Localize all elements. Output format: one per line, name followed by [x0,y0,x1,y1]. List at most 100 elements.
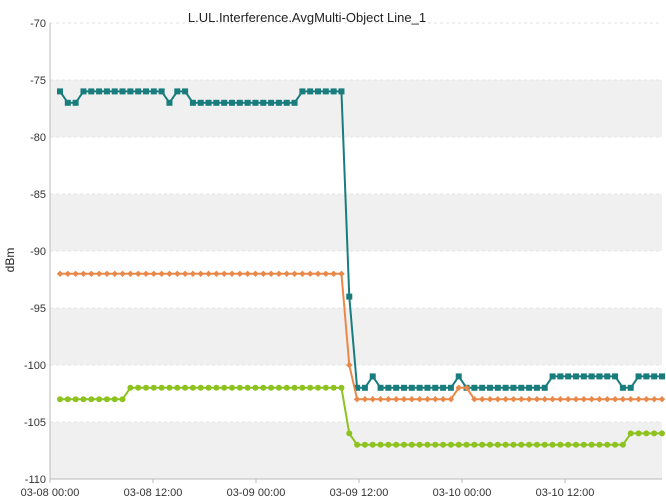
data-point [510,441,517,448]
data-point [103,88,110,95]
data-point [619,384,626,391]
data-point [283,270,290,277]
data-point [80,88,87,95]
data-point [408,384,415,391]
data-point [361,384,368,391]
data-point [127,384,134,391]
data-point [487,384,493,391]
data-point [596,441,603,448]
data-point [135,384,142,391]
data-point [518,384,525,391]
data-point [346,293,353,300]
data-point [526,384,533,391]
data-point [299,270,306,277]
data-point [573,373,579,380]
data-point [471,441,478,448]
data-point [221,384,228,391]
data-point [471,384,478,391]
data-point [424,441,431,448]
data-point [447,384,454,391]
data-point [236,270,244,277]
data-point [315,88,321,95]
data-point [393,441,400,448]
data-point [353,396,361,403]
data-point [385,396,392,403]
data-point [440,384,447,391]
data-point [424,396,431,403]
data-point [189,384,196,391]
data-point [275,384,282,391]
data-point [143,384,149,391]
x-tick-labels: 03-08 00:00 03-08 12:00 03-09 00:00 03-09 1… [21,479,594,499]
data-point [385,384,392,391]
data-point [267,270,275,277]
data-point [619,396,627,403]
data-point [314,270,322,277]
data-point [127,88,134,95]
data-point [205,384,212,391]
data-point [643,396,650,403]
data-point [315,384,321,391]
data-point [80,396,87,403]
data-point [549,373,556,380]
data-point [283,99,290,106]
data-point [494,384,501,391]
x-tick-label: 03-10 00:00 [433,487,492,499]
data-point [111,88,118,95]
data-point [182,384,189,391]
data-point [252,99,259,106]
data-point [229,384,235,391]
data-point [651,430,658,437]
grid-band [50,308,662,365]
data-point [455,384,462,391]
data-point [96,88,103,95]
data-point [213,99,220,106]
data-point [346,430,353,437]
data-point [64,99,71,106]
data-point [166,384,173,391]
data-point [416,396,423,403]
grid-band [50,422,662,479]
data-point [478,396,486,403]
data-point [213,270,220,277]
data-point [338,270,345,277]
data-point [455,373,462,380]
data-point [268,384,275,391]
data-point [150,270,158,277]
data-point [299,384,306,391]
data-point [322,384,329,391]
data-point [658,396,666,403]
data-point [95,270,103,277]
y-axis-title: dBm [3,248,17,273]
data-point [174,88,181,95]
data-point [236,99,243,106]
data-point [408,396,416,403]
data-point [291,270,298,277]
data-point [182,88,189,95]
data-point [88,88,95,95]
data-point [369,396,376,403]
y-tick-label: -100 [24,360,46,372]
data-point [111,396,118,403]
data-point [432,441,439,448]
data-point [479,384,486,391]
data-point [307,384,314,391]
data-point [111,270,118,277]
data-point [377,441,384,448]
data-point [322,88,329,95]
data-point [518,396,525,403]
x-tick-label: 03-09 00:00 [227,487,286,499]
data-point [220,270,228,277]
data-point [361,441,368,448]
data-point [142,270,150,277]
data-point [440,441,447,448]
data-point [612,373,619,380]
y-tick-label: -105 [24,417,46,429]
data-point [549,441,556,448]
data-point [377,384,384,391]
data-point [580,441,587,448]
data-point [181,270,189,277]
y-tick-label: -75 [30,75,46,87]
data-point [401,441,407,448]
data-point [408,441,415,448]
